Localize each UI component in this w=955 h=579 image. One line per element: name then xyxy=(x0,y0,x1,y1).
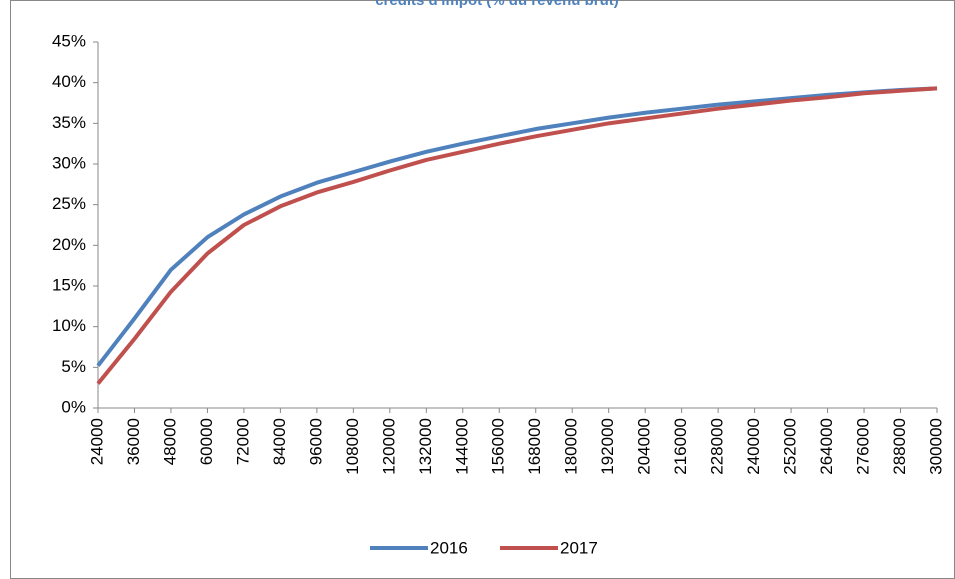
x-tick-label: 144000 xyxy=(452,418,471,475)
y-tick-label: 15% xyxy=(52,275,86,294)
x-tick-label: 252000 xyxy=(781,418,800,475)
x-tick-label: 132000 xyxy=(416,418,435,475)
y-tick-label: 30% xyxy=(52,153,86,172)
y-tick-label: 40% xyxy=(52,72,86,91)
x-tick-label: 192000 xyxy=(598,418,617,475)
y-tick-label: 0% xyxy=(61,397,86,416)
x-tick-label: 156000 xyxy=(489,418,508,475)
x-tick-label: 276000 xyxy=(854,418,873,475)
y-tick-label: 25% xyxy=(52,194,86,213)
x-tick-label: 264000 xyxy=(817,418,836,475)
x-tick-label: 96000 xyxy=(306,418,325,465)
x-tick-label: 120000 xyxy=(379,418,398,475)
x-tick-label: 60000 xyxy=(197,418,216,465)
y-tick-label: 45% xyxy=(52,31,86,50)
y-tick-label: 10% xyxy=(52,316,86,335)
x-tick-label: 48000 xyxy=(160,418,179,465)
series-line xyxy=(96,86,938,385)
x-tick-label: 24000 xyxy=(87,418,106,465)
series-line xyxy=(96,86,938,367)
x-tick-label: 84000 xyxy=(270,418,289,465)
chart-frame xyxy=(10,0,955,579)
legend-label: 2017 xyxy=(560,538,598,557)
x-tick-label: 204000 xyxy=(635,418,654,475)
x-tick-label: 108000 xyxy=(343,418,362,475)
x-tick-label: 36000 xyxy=(124,418,143,465)
x-tick-label: 288000 xyxy=(890,418,909,475)
y-tick-label: 35% xyxy=(52,113,86,132)
y-tick-label: 5% xyxy=(61,357,86,376)
x-tick-label: 228000 xyxy=(708,418,727,475)
x-tick-label: 300000 xyxy=(926,418,945,475)
x-tick-label: 216000 xyxy=(671,418,690,475)
y-tick-label: 20% xyxy=(52,235,86,254)
x-tick-label: 72000 xyxy=(233,418,252,465)
chart-title: crédits d'impôt (% du revenu brut) xyxy=(375,0,619,9)
x-tick-label: 168000 xyxy=(525,418,544,475)
legend-label: 2016 xyxy=(430,538,468,557)
x-tick-label: 180000 xyxy=(562,418,581,475)
x-tick-label: 240000 xyxy=(744,418,763,475)
